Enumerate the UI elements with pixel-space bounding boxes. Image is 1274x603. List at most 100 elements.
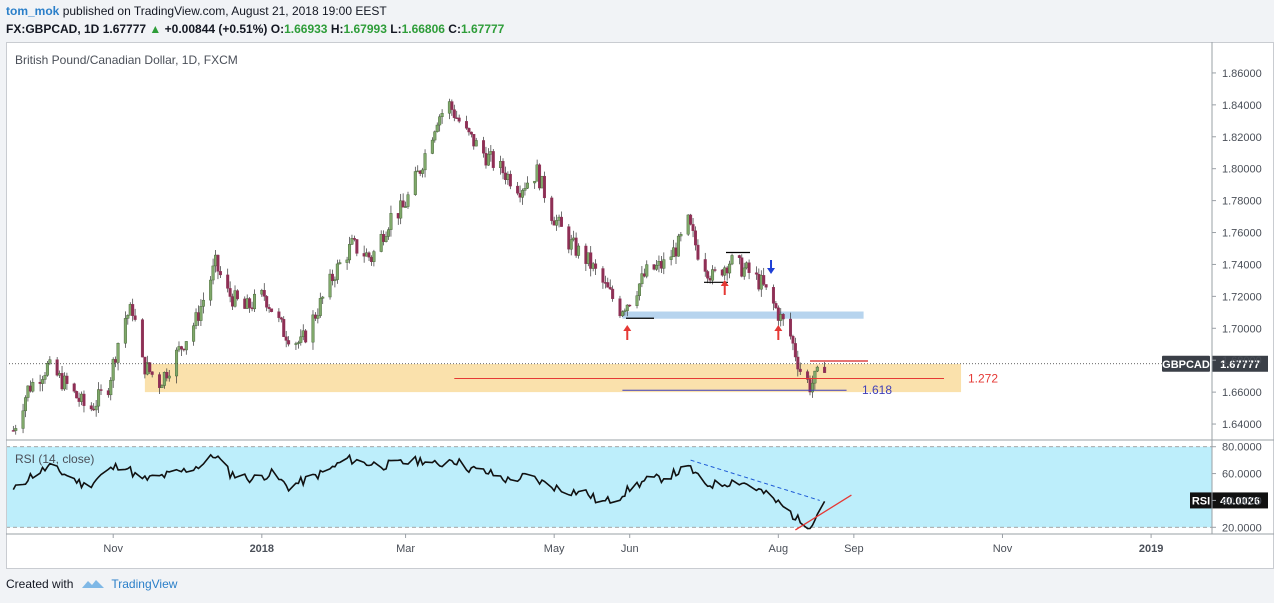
candle-body (518, 193, 522, 198)
candle-body (491, 151, 495, 168)
candle-body (574, 237, 578, 256)
candle-body (659, 261, 663, 269)
candle-body (762, 275, 766, 285)
rsi-title: RSI (14, close) (15, 452, 94, 466)
candle-body (80, 393, 84, 402)
candle-body (611, 288, 615, 299)
candle-body (455, 117, 459, 119)
candle-body (747, 262, 751, 273)
candle-body (447, 101, 451, 114)
candle-body (720, 269, 724, 276)
candle-body (352, 238, 356, 240)
candle-body (140, 319, 144, 358)
time-tick-label: 2019 (1139, 543, 1163, 555)
price-tick-label: 1.78000 (1222, 196, 1262, 208)
main-chart-title: British Pound/Canadian Dollar, 1D, FXCM (15, 53, 238, 67)
candle-body (730, 255, 734, 265)
symbol-label: FX:GBPCAD, 1D (6, 22, 100, 36)
candle-body (540, 175, 544, 189)
candle-body (72, 383, 76, 392)
candle-body (301, 330, 305, 338)
candle-body (421, 169, 425, 174)
candle-body (591, 263, 595, 269)
candle-body (418, 170, 422, 174)
candle-body (165, 371, 169, 379)
author-link[interactable]: tom_mok (6, 4, 60, 18)
price-tick-label: 1.86000 (1222, 68, 1262, 80)
candle-body (328, 273, 332, 298)
candle-body (742, 267, 746, 277)
candle-body (774, 303, 778, 309)
candle-body (635, 295, 639, 306)
candle-body (815, 366, 819, 372)
candle-body (501, 161, 505, 174)
candle-body (65, 375, 69, 384)
published-text: published on TradingView.com, August 21,… (62, 4, 387, 18)
high-label: H: (330, 22, 344, 36)
candle-body (525, 182, 529, 189)
tradingview-link[interactable]: TradingView (111, 577, 178, 591)
rsi-tick-label: 60.0000 (1222, 469, 1262, 481)
candle-body (657, 261, 661, 266)
candle-body (126, 315, 130, 319)
candle-body (369, 256, 373, 262)
candle-body (577, 245, 581, 256)
candle-body (503, 172, 507, 181)
candle-body (637, 283, 641, 296)
candle-body (194, 312, 198, 326)
chart-svg[interactable]: 1.272 1.618 GBPCAD 1.67777 RSI 40.0026 1.860… (6, 42, 1274, 569)
candle-body (150, 371, 154, 375)
candle-body (26, 385, 30, 398)
rsi-downtrend-line (690, 459, 820, 501)
candle-body (97, 389, 101, 407)
candle-body (199, 306, 203, 321)
candle-body (737, 255, 741, 258)
candle-body (474, 140, 478, 147)
candle-body (270, 308, 274, 312)
price-tick-label: 1.76000 (1222, 228, 1262, 240)
up-arrow-icon (774, 325, 783, 331)
candle-body (645, 264, 649, 277)
candle-body (745, 262, 749, 269)
candle-body (296, 342, 300, 344)
candle-body (209, 279, 213, 301)
candle-body (62, 375, 66, 390)
candle-body (235, 290, 239, 300)
candle-body (404, 206, 408, 208)
candle-body (521, 190, 525, 198)
candle-body (416, 170, 420, 173)
ohlc-line: FX:GBPCAD, 1D 1.67777 ▲ +0.00844 (+0.51%… (6, 22, 504, 36)
candle-body (123, 318, 127, 344)
candle-body (623, 310, 627, 312)
candle-body (362, 253, 366, 257)
price-tick-label: 1.68000 (1222, 355, 1262, 367)
candle-body (379, 234, 383, 252)
candle-body (740, 257, 744, 277)
chart-container[interactable]: 1.272 1.618 GBPCAD 1.67777 RSI 40.0026 1.860… (6, 42, 1274, 569)
candle-body (299, 336, 303, 343)
candle-body (82, 393, 86, 406)
candle-body (499, 161, 503, 168)
last-price-axis-value: 1.67777 (1220, 359, 1260, 371)
candle-body (703, 259, 707, 272)
price-tick-label: 1.66000 (1222, 387, 1262, 399)
candle-body (693, 230, 697, 246)
candle-body (262, 290, 266, 297)
candle-body (143, 356, 147, 375)
candle-body (167, 375, 171, 379)
candle-body (21, 410, 25, 429)
candle-body (728, 263, 732, 274)
candle-body (109, 380, 113, 396)
candle-body (260, 290, 264, 295)
candle-body (713, 269, 717, 271)
candle-body (201, 299, 205, 307)
candle-body (396, 213, 400, 219)
candle-body (806, 371, 810, 380)
candle-body (111, 359, 115, 381)
time-tick-label: 2018 (250, 543, 274, 555)
candle-body (625, 304, 629, 311)
candle-body (606, 282, 610, 288)
candle-body (618, 298, 622, 317)
candle-body (384, 236, 388, 242)
rsi-band (6, 446, 1212, 528)
